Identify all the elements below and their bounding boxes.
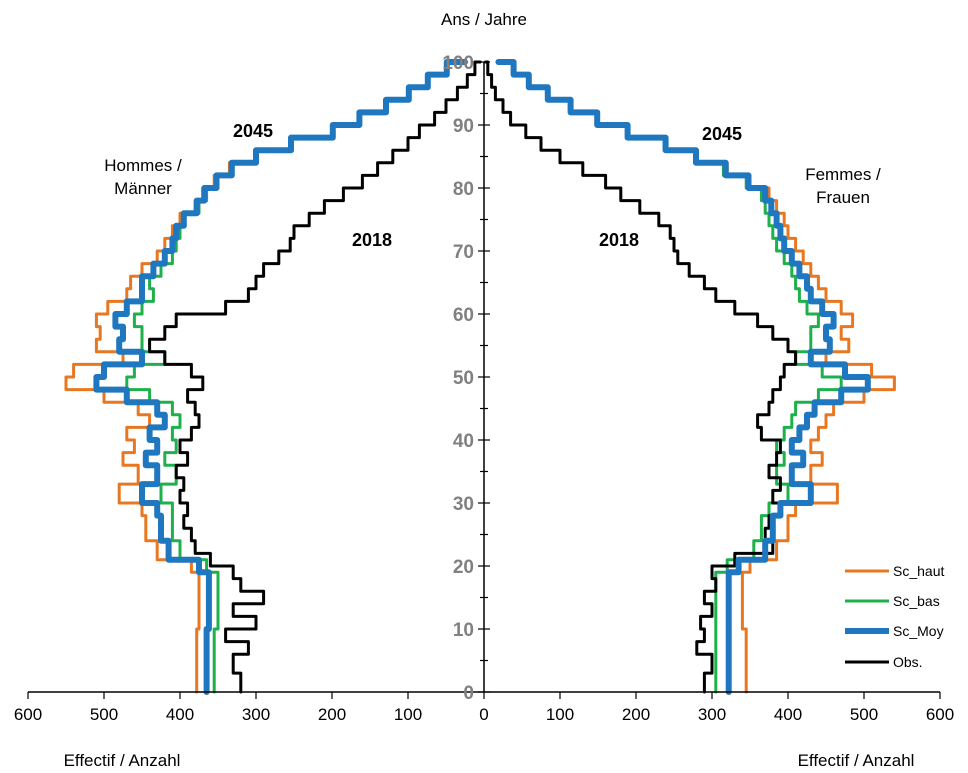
x-tick-label: 400: [774, 705, 802, 724]
women-group-label-line2: Frauen: [816, 188, 870, 207]
legend-item-sc-haut: Sc_haut: [845, 563, 944, 579]
y-tick-label: 30: [453, 494, 474, 515]
x-tick-label: 100: [546, 705, 574, 724]
series-obs-men: [148, 60, 482, 694]
year-label-2045-women: 2045: [702, 124, 742, 144]
series-obs-women: [484, 60, 798, 694]
x-tick-label: 600: [14, 705, 42, 724]
series-sc-bas-women: [496, 60, 843, 694]
series-sc-moy-women: [495, 59, 871, 695]
x-tick-label: 600: [926, 705, 954, 724]
year-label-2018-men: 2018: [352, 230, 392, 250]
y-tick-label: 100: [442, 53, 474, 74]
men-group-label-line2: Männer: [114, 179, 172, 198]
y-tick-label: 80: [453, 179, 474, 200]
legend-item-sc-moy: Sc_Moy: [845, 623, 944, 639]
x-tick-label: 0: [479, 705, 488, 724]
year-label-2018-women: 2018: [599, 230, 639, 250]
x-tick-label: 500: [850, 705, 878, 724]
y-tick-label: 10: [453, 620, 474, 641]
x-axis-label-left: Effectif / Anzahl: [64, 751, 181, 770]
year-label-2045-men: 2045: [233, 121, 273, 141]
y-axis-label: Ans / Jahre: [441, 10, 527, 29]
y-tick-label: 40: [453, 431, 474, 452]
x-tick-label: 300: [242, 705, 270, 724]
legend-label-sc-moy: Sc_Moy: [893, 623, 944, 639]
x-tick-label: 300: [698, 705, 726, 724]
legend-item-sc-bas: Sc_bas: [845, 593, 940, 609]
y-tick-layer: 0 10 20 30 40 50 60 70 80 90 100: [442, 53, 490, 704]
legend-label-sc-bas: Sc_bas: [893, 593, 940, 609]
x-tick-label: 500: [90, 705, 118, 724]
y-tick-label: 50: [453, 368, 474, 389]
y-tick-label: 70: [453, 242, 474, 263]
y-tick-label: 20: [453, 557, 474, 578]
x-tick-label: 400: [166, 705, 194, 724]
y-tick-label: 0: [463, 683, 474, 704]
series-layer: [64, 59, 896, 695]
legend-label-obs: Obs.: [893, 654, 923, 670]
x-tick-label: 100: [394, 705, 422, 724]
legend-item-obs: Obs.: [845, 654, 923, 670]
men-group-label-line1: Hommes /: [104, 156, 182, 175]
y-tick-label: 60: [453, 305, 474, 326]
series-sc-moy-men: [93, 59, 468, 695]
x-axis-label-right: Effectif / Anzahl: [798, 751, 915, 770]
legend-label-sc-haut: Sc_haut: [893, 563, 944, 579]
y-tick-label: 90: [453, 116, 474, 137]
x-tick-label: 200: [318, 705, 346, 724]
x-tick-label: 200: [622, 705, 650, 724]
legend: Sc_haut Sc_bas Sc_Moy Obs.: [845, 563, 944, 670]
x-tick-layer: 600 500 400 300 200 100 0 100 200 300 400 500 600: [14, 692, 954, 724]
women-group-label-line1: Femmes /: [805, 165, 881, 184]
